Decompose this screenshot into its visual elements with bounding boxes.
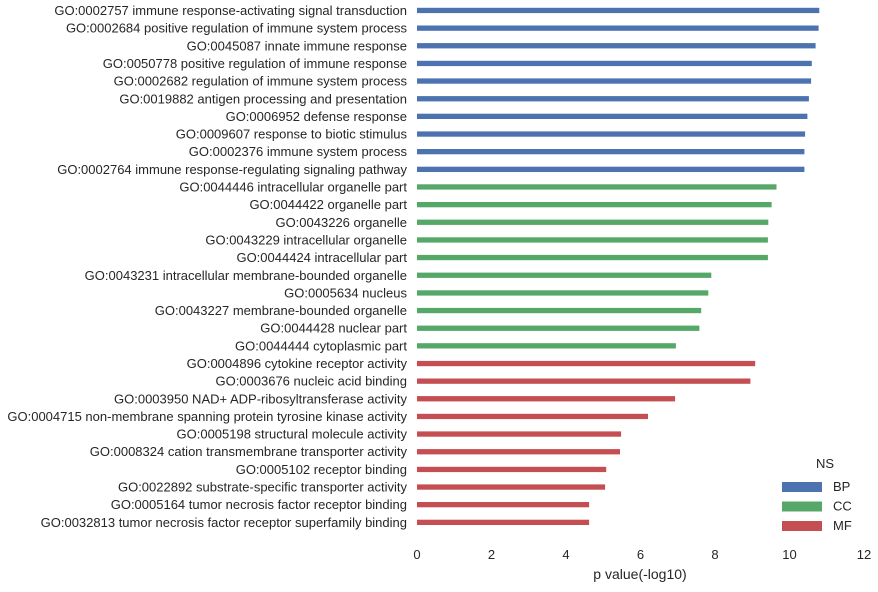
- bar: [417, 166, 805, 172]
- category-label: GO:0032813 tumor necrosis factor recepto…: [41, 515, 407, 530]
- x-tick-label: 12: [857, 547, 871, 562]
- x-tick-label: 6: [637, 547, 644, 562]
- x-axis: p value(-log10) 0 2 4 6 8 10 12: [413, 547, 871, 582]
- bar: [417, 149, 805, 155]
- x-tick-label: 8: [711, 547, 718, 562]
- category-label: GO:0005634 nucleus: [284, 285, 407, 300]
- legend: NS BP CC MF: [782, 456, 852, 533]
- bar: [417, 360, 756, 367]
- category-label: GO:0022892 substrate-specific transporte…: [118, 480, 408, 495]
- category-label: GO:0002376 immune system process: [189, 144, 408, 159]
- category-label: GO:0044424 intracellular part: [236, 250, 407, 265]
- category-label: GO:0009607 response to biotic stimulus: [176, 127, 408, 142]
- category-label: GO:0043226 organelle: [275, 215, 407, 230]
- bar: [417, 7, 820, 14]
- bar: [417, 431, 622, 437]
- legend-label: MF: [833, 518, 852, 533]
- bars: [417, 7, 820, 525]
- category-label: GO:0006952 defense response: [226, 109, 407, 124]
- bar: [417, 25, 819, 31]
- x-axis-label: p value(-log10): [593, 566, 686, 582]
- legend-label: CC: [833, 499, 852, 514]
- bar: [417, 96, 809, 102]
- legend-swatch: [782, 501, 822, 512]
- category-label: GO:0050778 positive regulation of immune…: [103, 56, 407, 71]
- bar: [417, 60, 812, 67]
- bar: [417, 378, 751, 384]
- bar: [417, 484, 606, 490]
- category-label: GO:0003950 NAD+ ADP-ribosyltransferase a…: [114, 391, 407, 406]
- category-label: GO:0044444 cytoplasmic part: [235, 338, 407, 353]
- category-label: GO:0004715 non-membrane spanning protein…: [7, 409, 407, 424]
- bar: [417, 466, 607, 473]
- bar: [417, 343, 676, 349]
- bar: [417, 219, 769, 225]
- category-label: GO:0044446 intracellular organelle part: [179, 180, 407, 195]
- category-labels: GO:0002757 immune response-activating si…: [7, 3, 407, 530]
- category-label: GO:0005102 receptor binding: [236, 462, 407, 477]
- category-label: GO:0008324 cation transmembrane transpor…: [90, 444, 408, 459]
- x-tick-label: 10: [782, 547, 796, 562]
- bar: [417, 519, 590, 525]
- bar: [417, 272, 712, 278]
- bar: [417, 113, 808, 119]
- category-label: GO:0005198 structural molecule activity: [177, 427, 408, 442]
- bar: [417, 290, 709, 296]
- bar: [417, 43, 816, 49]
- bar: [417, 254, 768, 261]
- bar: [417, 131, 806, 137]
- legend-label: BP: [833, 479, 850, 494]
- category-label: GO:0002682 regulation of immune system p…: [114, 74, 408, 89]
- category-label: GO:0044428 nuclear part: [260, 321, 407, 336]
- bar: [417, 202, 772, 208]
- bar: [417, 237, 768, 243]
- bar: [417, 449, 620, 455]
- legend-swatch: [782, 521, 822, 531]
- category-label: GO:0002684 positive regulation of immune…: [66, 21, 408, 36]
- x-tick-label: 0: [413, 547, 420, 562]
- bar: [417, 184, 777, 190]
- category-label: GO:0043229 intracellular organelle: [205, 232, 407, 247]
- bar: [417, 325, 700, 331]
- bar: [417, 413, 648, 420]
- category-label: GO:0003676 nucleic acid binding: [215, 374, 407, 389]
- bar: [417, 502, 590, 508]
- category-label: GO:0004896 cytokine receptor activity: [187, 356, 408, 371]
- category-label: GO:0002764 immune response-regulating si…: [57, 162, 407, 177]
- category-label: GO:0045087 innate immune response: [187, 38, 407, 53]
- category-label: GO:0005164 tumor necrosis factor recepto…: [111, 497, 407, 512]
- legend-swatch: [782, 482, 822, 492]
- category-label: GO:0044422 organelle part: [249, 197, 407, 212]
- x-tick-label: 2: [488, 547, 495, 562]
- bar: [417, 78, 812, 84]
- category-label: GO:0043227 membrane-bounded organelle: [155, 303, 407, 318]
- legend-title: NS: [816, 456, 834, 471]
- x-tick-label: 4: [562, 547, 569, 562]
- category-label: GO:0043231 intracellular membrane-bounde…: [85, 268, 407, 283]
- bar: [417, 307, 702, 314]
- bar: [417, 396, 676, 402]
- category-label: GO:0002757 immune response-activating si…: [54, 3, 407, 18]
- category-label: GO:0019882 antigen processing and presen…: [119, 91, 407, 106]
